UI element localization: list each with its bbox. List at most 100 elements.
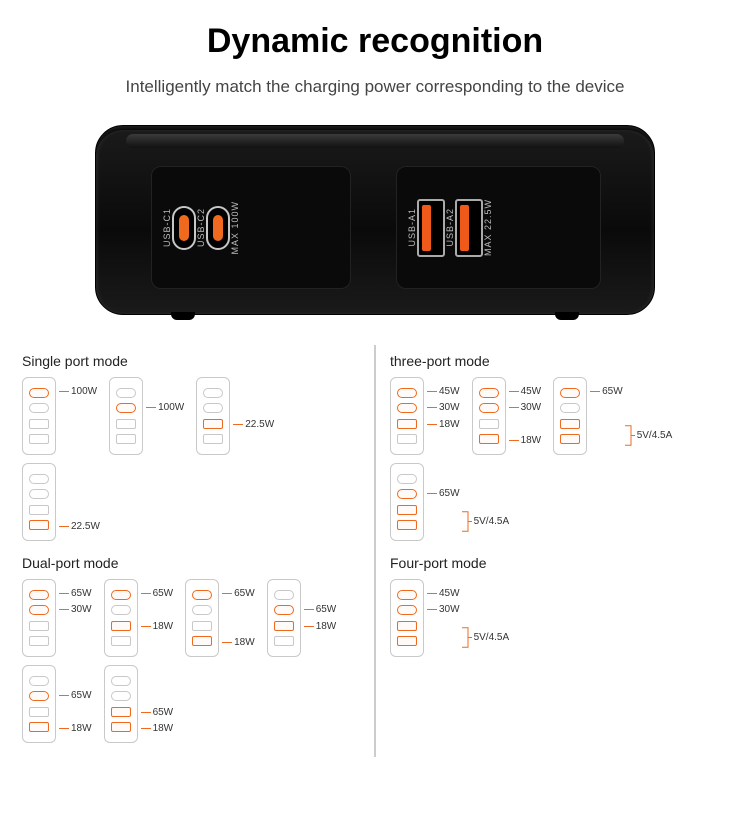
wattage-label: . <box>59 706 92 718</box>
usb-c-slot-icon <box>479 388 499 398</box>
usb-c-slot-icon <box>29 388 49 398</box>
usb-c-slot-icon <box>397 388 417 398</box>
charger-diagram: ..65W18W <box>104 665 174 743</box>
usb-c-slot-icon <box>274 590 294 600</box>
single-port-row: 100W....100W....22.5W....22.5W <box>22 377 360 541</box>
wattage-label: . <box>427 521 460 533</box>
usb-c-slot-icon <box>111 676 131 686</box>
wattage-label: . <box>141 690 174 702</box>
wattage-label: . <box>509 418 542 430</box>
usb-a-port-icon <box>417 199 445 257</box>
usb-c-slot-icon <box>397 489 417 499</box>
usb-c-slot-icon <box>116 403 136 413</box>
usb-a-panel: USB-A1 USB-A2 MAX 22.5W <box>396 166 601 289</box>
wattage-label: 65W <box>59 690 92 702</box>
max-label-a: MAX 22.5W <box>483 197 493 258</box>
wattage-label: . <box>233 402 274 414</box>
charger-body <box>267 579 301 657</box>
usb-c-panel: USB-C1 USB-C2 MAX 100W <box>151 166 351 289</box>
usb-c-slot-icon <box>29 605 49 615</box>
port-label-a1: USB-A1 <box>407 206 417 249</box>
usb-c-slot-icon <box>29 474 49 484</box>
usb-c-slot-icon <box>397 605 417 615</box>
page-title: Dynamic recognition <box>0 22 750 61</box>
usb-a-slot-icon <box>111 722 131 732</box>
charger-body <box>185 579 219 657</box>
wattage-label: 30W <box>509 402 542 414</box>
wattage-label: 100W <box>146 402 184 414</box>
wattage-label: 45W <box>427 385 460 397</box>
usb-a-slot-icon <box>111 636 131 646</box>
port-labels: .65W.18W <box>56 665 92 743</box>
usb-a-slot-icon <box>116 434 136 444</box>
charger-body <box>22 377 56 455</box>
usb-c-port-icon <box>172 206 196 250</box>
wattage-label: . <box>222 620 255 632</box>
charger-diagram: .65W..5V/4.5A <box>390 463 509 541</box>
dual-port-row: 65W30W..65W.18W.65W..18W.65W18W..65W.18W… <box>22 579 360 743</box>
usb-a-slot-icon <box>397 434 417 444</box>
wattage-label: . <box>141 604 174 616</box>
usb-c-slot-icon <box>397 403 417 413</box>
usb-c-slot-icon <box>29 590 49 600</box>
four-port-row: 45W30W..5V/4.5A <box>390 579 728 657</box>
wattage-label: 18W <box>59 723 92 735</box>
usb-a-slot-icon <box>116 419 136 429</box>
wattage-label: . <box>59 418 97 430</box>
charger-body <box>22 579 56 657</box>
wattage-label: . <box>427 637 460 649</box>
charger-body <box>196 377 230 455</box>
charger-diagram: ...22.5W <box>22 463 100 541</box>
charger-body <box>472 377 506 455</box>
charger-diagram: ..22.5W. <box>196 377 274 455</box>
wattage-label: . <box>222 604 255 616</box>
usb-a-slot-icon <box>29 505 49 515</box>
charger-diagram: .65W.18W <box>22 665 92 743</box>
port-labels: 45W30W.18W <box>506 377 542 455</box>
section-title-four: Four-port mode <box>390 555 728 571</box>
port-labels: .100W.. <box>143 377 184 455</box>
port-labels: 65W30W.. <box>56 579 92 657</box>
charger-diagram: 45W30W..5V/4.5A <box>390 579 509 657</box>
usb-c-slot-icon <box>274 605 294 615</box>
usb-a-slot-icon <box>111 621 131 631</box>
wattage-label: 65W <box>141 706 174 718</box>
charger-body <box>104 579 138 657</box>
port-labels: 100W... <box>56 377 97 455</box>
usb-c-slot-icon <box>560 388 580 398</box>
port-labels: ..65W18W <box>138 665 174 743</box>
wattage-label: 65W <box>427 488 460 500</box>
usb-a-slot-icon <box>397 520 417 530</box>
charger-body <box>22 665 56 743</box>
usb-a-slot-icon <box>111 707 131 717</box>
usb-a-slot-icon <box>397 419 417 429</box>
usb-c-slot-icon <box>116 388 136 398</box>
wattage-label: 18W <box>427 418 460 430</box>
wattage-label: 100W <box>59 385 97 397</box>
usb-a-slot-icon <box>274 636 294 646</box>
port-labels: ..22.5W. <box>230 377 274 455</box>
wattage-label: . <box>590 418 623 430</box>
charger-body <box>553 377 587 455</box>
charger-diagram: 65W30W.. <box>22 579 92 657</box>
wattage-label: . <box>146 418 184 430</box>
wattage-label: 30W <box>427 402 460 414</box>
bracket-label: 5V/4.5A <box>472 516 510 527</box>
usb-c-slot-icon <box>111 691 131 701</box>
port-labels: 65W... <box>587 377 623 455</box>
usb-c-slot-icon <box>203 403 223 413</box>
wattage-label: 22.5W <box>233 418 274 430</box>
usb-a-port-icon <box>455 199 483 257</box>
usb-a-slot-icon <box>479 419 499 429</box>
usb-c-slot-icon <box>111 605 131 615</box>
max-label-c: MAX 100W <box>230 199 240 257</box>
usb-c-slot-icon <box>111 590 131 600</box>
bracket-icon <box>460 579 472 657</box>
left-column: Single port mode 100W....100W....22.5W..… <box>8 345 376 757</box>
charger-body <box>390 463 424 541</box>
port-labels: 65W.18W. <box>138 579 174 657</box>
usb-a-slot-icon <box>560 434 580 444</box>
usb-a-slot-icon <box>192 636 212 646</box>
charger-body <box>109 377 143 455</box>
usb-a-slot-icon <box>397 621 417 631</box>
